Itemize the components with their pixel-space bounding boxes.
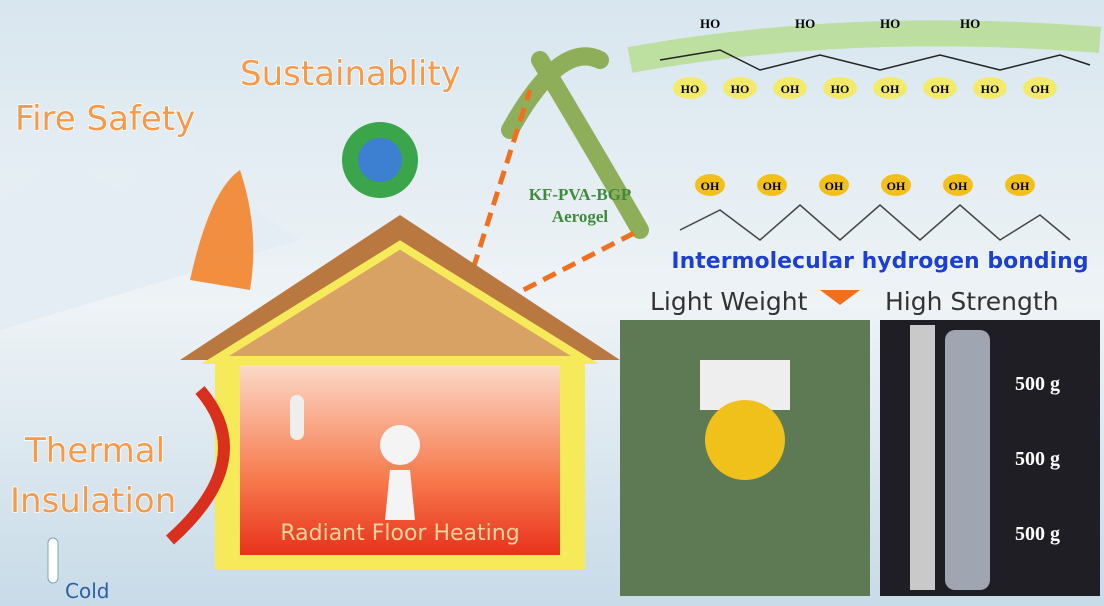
person-body <box>385 470 415 520</box>
cold-thermometer <box>48 538 58 583</box>
globe <box>358 138 402 182</box>
top-label: HO <box>960 16 980 31</box>
ring-label: HO <box>981 82 1000 96</box>
ring-label: OH <box>881 82 900 96</box>
ring-label: OH <box>931 82 950 96</box>
chain-label: OH <box>949 179 968 193</box>
chain-label: OH <box>763 179 782 193</box>
cold: Cold <box>65 579 109 603</box>
aerogel-word: Aerogel <box>552 207 609 226</box>
weights <box>945 330 990 590</box>
top-label: HO <box>700 16 720 31</box>
thermal: Thermal <box>24 431 165 471</box>
sustainability: Sustainablity <box>240 54 461 94</box>
ruler <box>910 325 935 590</box>
chain-label: OH <box>701 179 720 193</box>
high-strength: High Strength <box>885 287 1059 316</box>
weight-label: 500 g <box>1015 373 1060 395</box>
graphical-abstract: HO HO HO HO HO HO OH HO OH OH HO OH OH OH OH OH OH OH Sus… <box>0 0 1104 606</box>
caption: Intermolecular hydrogen bonding <box>671 249 1088 274</box>
aerogel-name: KF-PVA-BGP <box>529 185 632 204</box>
thermometer <box>290 395 304 440</box>
chain-label: OH <box>1011 179 1030 193</box>
ring-label: HO <box>731 82 750 96</box>
ring-label: OH <box>781 82 800 96</box>
chain-label: OH <box>887 179 906 193</box>
fire-safety: Fire Safety <box>15 99 195 139</box>
insulation: Insulation <box>10 481 176 521</box>
floor-label: Radiant Floor Heating <box>280 521 519 546</box>
light-weight: Light Weight <box>650 287 808 316</box>
ring-label: HO <box>681 82 700 96</box>
chain-label: OH <box>825 179 844 193</box>
flower <box>705 400 785 480</box>
weight-label: 500 g <box>1015 448 1060 470</box>
top-label: HO <box>795 16 815 31</box>
ring-label: HO <box>831 82 850 96</box>
weight-label: 500 g <box>1015 523 1060 545</box>
top-label: HO <box>880 16 900 31</box>
person-head <box>380 425 420 465</box>
ring-label: OH <box>1031 82 1050 96</box>
